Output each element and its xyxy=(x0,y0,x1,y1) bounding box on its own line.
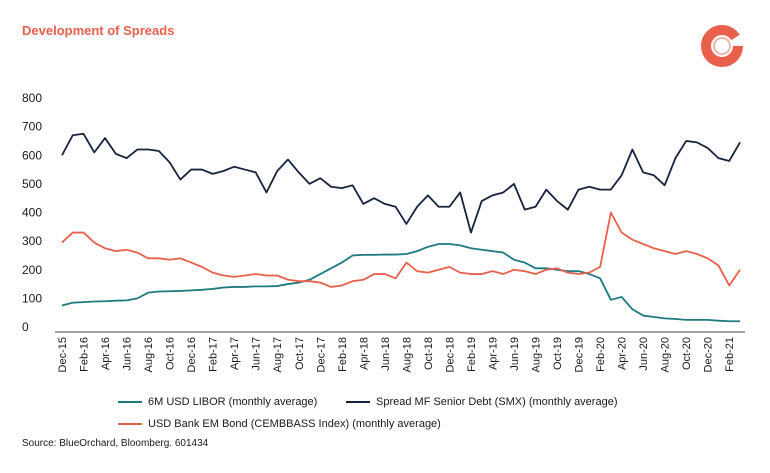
x-tick-label: Dec-19 xyxy=(574,337,586,372)
spreads-line-chart: 0 100 200 300 400 500 600 700 800 Dec-15 Feb-16 Ap… xyxy=(22,91,745,372)
x-axis: Dec-15 Feb-16 Apr-16 Jun-16 Aug-16 Oct-16 Dec-… xyxy=(55,331,745,372)
x-tick-label: Jun-19 xyxy=(509,337,521,371)
legend-item-smx: Spread MF Senior Debt (SMX) (monthly ave… xyxy=(346,396,617,408)
x-tick-label: Dec-20 xyxy=(703,337,715,372)
x-tick-label: Feb-16 xyxy=(79,337,91,372)
x-tick-label: Dec-18 xyxy=(444,337,456,372)
x-tick-label: Aug-16 xyxy=(143,337,155,372)
x-tick-label: Oct-19 xyxy=(552,337,564,370)
source-note: Source: BlueOrchard, Bloomberg. 601434 xyxy=(22,438,209,449)
legend-swatch-smx xyxy=(346,401,370,403)
y-tick-label: 0 xyxy=(22,320,29,334)
series-line-libor xyxy=(61,243,740,323)
x-tick-label: Feb-21 xyxy=(724,337,736,372)
legend-item-libor: 6M USD LIBOR (monthly average) xyxy=(118,396,317,408)
legend-label-cembbass: USD Bank EM Bond (CEMBBASS Index) (month… xyxy=(148,418,441,430)
x-tick-label: Oct-20 xyxy=(681,337,693,370)
x-tick-label: Apr-16 xyxy=(100,337,112,370)
x-tick-label: Jun-16 xyxy=(122,337,134,371)
chart-title: Development of Spreads xyxy=(22,23,175,38)
series-lines xyxy=(61,132,741,323)
x-tick-label: Aug-20 xyxy=(660,337,672,372)
x-tick-label: Feb-17 xyxy=(208,337,220,372)
logo-cutout xyxy=(722,32,744,46)
y-tick-label: 700 xyxy=(22,120,42,134)
x-tick-label: Feb-18 xyxy=(337,337,349,372)
y-tick-label: 600 xyxy=(22,148,42,162)
legend-label-libor: 6M USD LIBOR (monthly average) xyxy=(148,396,318,408)
y-tick-label: 200 xyxy=(22,263,42,277)
x-tick-label: Aug-19 xyxy=(531,337,543,372)
x-tick-label: Jun-20 xyxy=(638,337,650,371)
y-tick-label: 800 xyxy=(22,91,42,105)
y-axis: 0 100 200 300 400 500 600 700 800 xyxy=(22,91,42,334)
legend-swatch-cembbass xyxy=(118,423,142,425)
series-line-smx xyxy=(61,132,741,234)
x-tick-label: Apr-17 xyxy=(229,337,241,370)
x-tick-label: Apr-20 xyxy=(617,337,629,370)
x-tick-label: Aug-18 xyxy=(401,337,413,372)
x-tick-label: Oct-16 xyxy=(165,337,177,370)
brand-logo-icon xyxy=(701,25,744,67)
x-tick-label: Dec-17 xyxy=(315,337,327,372)
legend-label-smx: Spread MF Senior Debt (SMX) (monthly ave… xyxy=(376,396,618,408)
x-tick-label: Oct-17 xyxy=(294,337,306,370)
x-tick-label: Feb-19 xyxy=(466,337,478,372)
x-tick-label: Feb-20 xyxy=(595,337,607,372)
y-tick-label: 400 xyxy=(22,206,42,220)
x-tick-label: Dec-15 xyxy=(57,337,69,372)
x-tick-label: Apr-19 xyxy=(487,337,499,370)
legend-item-cembbass: USD Bank EM Bond (CEMBBASS Index) (month… xyxy=(118,418,441,430)
y-tick-label: 100 xyxy=(22,291,42,305)
logo-inner-ring xyxy=(713,37,731,55)
x-tick-label: Dec-16 xyxy=(186,337,198,372)
legend-swatch-libor xyxy=(118,401,142,403)
y-tick-label: 300 xyxy=(22,234,42,248)
x-tick-label: Jun-18 xyxy=(380,337,392,371)
series-line-cembbass xyxy=(61,211,741,288)
x-tick-label: Apr-18 xyxy=(358,337,370,370)
x-tick-label: Oct-18 xyxy=(423,337,435,370)
x-tick-label: Jun-17 xyxy=(251,337,263,371)
x-tick-label: Aug-17 xyxy=(272,337,284,372)
y-tick-label: 500 xyxy=(22,177,42,191)
